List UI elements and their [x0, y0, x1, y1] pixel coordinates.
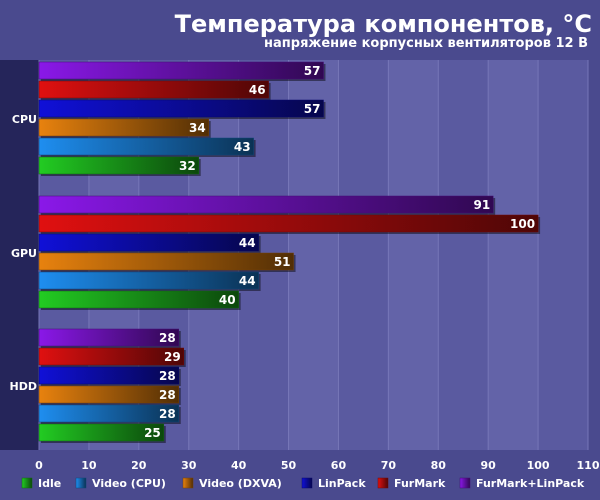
bar-value-label: 51: [274, 255, 291, 269]
legend-swatch: [21, 477, 33, 489]
bar: [38, 214, 539, 233]
bar: [38, 61, 324, 80]
bar: [38, 137, 254, 156]
legend-swatch: [182, 477, 194, 489]
bar: [38, 366, 179, 385]
x-axis: 0 10 20 30 40 50 60 70 80 90 100 110: [35, 459, 600, 472]
bar: [38, 328, 179, 347]
bar: [38, 347, 184, 366]
bar-value-label: 28: [159, 407, 176, 421]
bar-value-label: 28: [159, 331, 176, 345]
x-tick-label: 50: [281, 459, 297, 472]
chart-title: Температура компонентов, °C: [175, 10, 592, 38]
y-axis-panel: [0, 60, 39, 450]
bar-value-label: 57: [304, 64, 321, 78]
x-tick-label: 10: [81, 459, 97, 472]
bar: [38, 99, 324, 118]
bar: [38, 271, 259, 290]
bar-value-label: 44: [239, 236, 256, 250]
category-label: CPU: [12, 113, 37, 126]
legend-label: Video (DXVA): [199, 477, 282, 490]
category-label: GPU: [11, 247, 37, 260]
category-label: HDD: [10, 380, 37, 393]
legend-label: FurMark+LinPack: [476, 477, 585, 490]
grid-band: [388, 60, 439, 450]
bar-value-label: 46: [249, 83, 266, 97]
bar-value-label: 32: [179, 159, 196, 173]
bar-value-label: 57: [304, 102, 321, 116]
x-tick-label: 100: [527, 459, 550, 472]
legend-label: Video (CPU): [92, 477, 166, 490]
x-tick-label: 70: [381, 459, 397, 472]
legend-swatch: [459, 477, 471, 489]
bar-value-label: 28: [159, 369, 176, 383]
bar-value-label: 91: [473, 198, 490, 212]
x-tick-label: 110: [577, 459, 600, 472]
bar: [38, 252, 294, 271]
legend-label: FurMark: [394, 477, 446, 490]
grid-band: [288, 60, 339, 450]
bar: [38, 233, 259, 252]
legend-label: LinPack: [318, 477, 366, 490]
category-labels: CPU GPU HDD: [10, 113, 37, 393]
bar-value-label: 28: [159, 388, 176, 402]
legend: Idle Video (CPU) Video (DXVA) LinPack FurMar…: [21, 477, 585, 490]
bar: [38, 385, 179, 404]
x-tick-label: 20: [131, 459, 147, 472]
bar: [38, 80, 269, 99]
bar-value-label: 100: [510, 217, 535, 231]
bar-value-label: 25: [144, 426, 161, 440]
bar: [38, 423, 165, 442]
bar-value-label: 43: [234, 140, 251, 154]
bar-value-label: 40: [219, 293, 236, 307]
x-tick-label: 60: [331, 459, 347, 472]
bar: [38, 290, 239, 309]
bar-value-label: 44: [239, 274, 256, 288]
bar-value-label: 29: [164, 350, 181, 364]
bar-value-label: 34: [189, 121, 206, 135]
legend-label: Idle: [38, 477, 61, 490]
x-tick-label: 40: [231, 459, 247, 472]
legend-swatch: [75, 477, 87, 489]
x-tick-label: 0: [35, 459, 43, 472]
bar: [38, 118, 209, 137]
bar: [38, 195, 494, 214]
x-tick-label: 80: [431, 459, 447, 472]
x-tick-label: 30: [181, 459, 197, 472]
legend-swatch: [301, 477, 313, 489]
legend-swatch: [377, 477, 389, 489]
grid-band: [488, 60, 539, 450]
bar: [38, 404, 179, 423]
bar: [38, 156, 199, 175]
x-tick-label: 90: [481, 459, 497, 472]
chart-subtitle: напряжение корпусных вентиляторов 12 В: [264, 36, 588, 51]
